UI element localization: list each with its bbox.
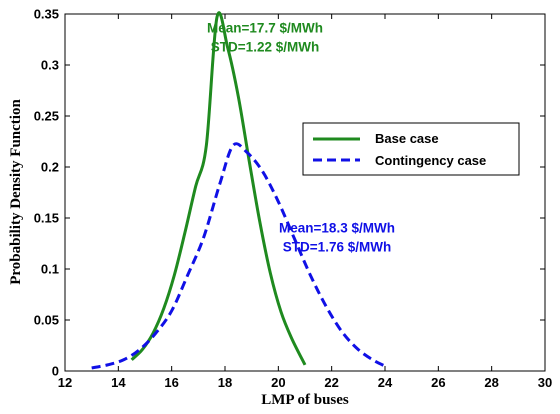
x-tick-label: 30 — [538, 375, 552, 390]
y-axis-label: Probability Density Function — [8, 99, 24, 285]
legend: Base case Contingency case — [302, 122, 520, 176]
axis-ticks: 12 14 16 18 20 22 24 26 28 30 0 0.05 0.1 0.15 0.2 0.25 0… — [34, 7, 553, 391]
legend-label-base-case: Base case — [375, 131, 439, 146]
x-tick-label: 22 — [324, 375, 338, 390]
y-tick-label: 0.1 — [41, 262, 59, 277]
annotations: Mean=17.7 $/MWh STD=1.22 $/MWh Mean=18.3 $… — [207, 20, 395, 254]
series-line-base-case — [130, 11, 307, 366]
plot-area — [64, 13, 546, 372]
x-tick-label: 20 — [271, 375, 285, 390]
x-tick-label: 26 — [431, 375, 445, 390]
legend-box — [302, 122, 520, 176]
annotation-text: STD=1.76 $/MWh — [283, 240, 391, 255]
x-tick-label: 16 — [164, 375, 178, 390]
annotation-text: STD=1.22 $/MWh — [211, 40, 319, 55]
annotation-text: Mean=18.3 $/MWh — [279, 220, 395, 235]
annotation-text: Mean=17.7 $/MWh — [207, 20, 323, 35]
y-tick-label: 0.15 — [34, 211, 59, 226]
y-tick-label: 0.2 — [41, 160, 59, 175]
y-tick-label: 0.3 — [41, 58, 59, 73]
x-tick-label: 12 — [58, 375, 72, 390]
series-layer — [91, 11, 386, 370]
x-tick-label: 14 — [111, 375, 126, 390]
x-tick-label: 24 — [378, 375, 393, 390]
y-tick-label: 0 — [52, 364, 59, 379]
y-tick-label: 0.25 — [34, 109, 59, 124]
series-line-contingency-case — [91, 142, 386, 370]
legend-label-contingency-case: Contingency case — [375, 153, 486, 168]
y-tick-label: 0.05 — [34, 313, 59, 328]
y-tick-label: 0.35 — [34, 7, 59, 22]
x-tick-label: 18 — [218, 375, 232, 390]
x-tick-label: 28 — [484, 375, 498, 390]
x-axis-label: LMP of buses — [261, 392, 349, 408]
